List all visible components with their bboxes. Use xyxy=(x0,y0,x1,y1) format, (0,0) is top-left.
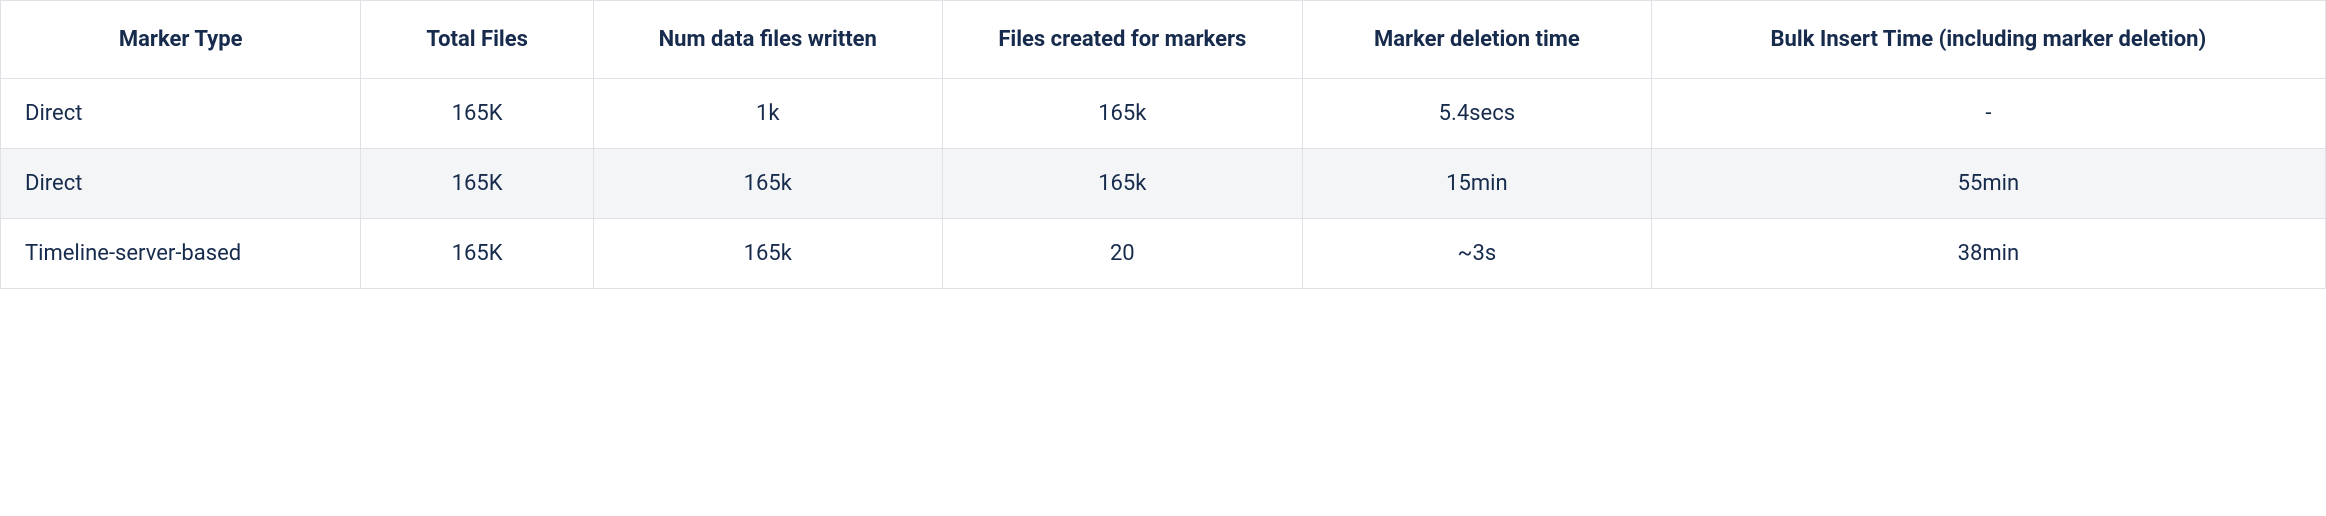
cell-num-data-files: 1k xyxy=(593,79,942,149)
cell-total-files: 165K xyxy=(361,219,594,289)
table-row: Direct 165K 165k 165k 15min 55min xyxy=(1,149,2326,219)
cell-bulk-insert-time: 55min xyxy=(1651,149,2325,219)
col-header-marker-type: Marker Type xyxy=(1,1,361,79)
col-header-bulk-insert-time: Bulk Insert Time (including marker delet… xyxy=(1651,1,2325,79)
table-header-row: Marker Type Total Files Num data files w… xyxy=(1,1,2326,79)
cell-files-created: 165k xyxy=(942,149,1302,219)
col-header-files-created: Files created for markers xyxy=(942,1,1302,79)
cell-total-files: 165K xyxy=(361,149,594,219)
table-row: Timeline-server-based 165K 165k 20 ~3s 3… xyxy=(1,219,2326,289)
cell-marker-type: Direct xyxy=(1,149,361,219)
cell-num-data-files: 165k xyxy=(593,149,942,219)
table-row: Direct 165K 1k 165k 5.4secs - xyxy=(1,79,2326,149)
cell-marker-type: Direct xyxy=(1,79,361,149)
cell-files-created: 20 xyxy=(942,219,1302,289)
table-body: Direct 165K 1k 165k 5.4secs - Direct 165… xyxy=(1,79,2326,289)
cell-bulk-insert-time: 38min xyxy=(1651,219,2325,289)
cell-marker-deletion-time: 15min xyxy=(1303,149,1652,219)
col-header-total-files: Total Files xyxy=(361,1,594,79)
cell-marker-type: Timeline-server-based xyxy=(1,219,361,289)
col-header-num-data-files: Num data files written xyxy=(593,1,942,79)
cell-files-created: 165k xyxy=(942,79,1302,149)
cell-bulk-insert-time: - xyxy=(1651,79,2325,149)
cell-marker-deletion-time: ~3s xyxy=(1303,219,1652,289)
cell-marker-deletion-time: 5.4secs xyxy=(1303,79,1652,149)
col-header-marker-deletion-time: Marker deletion time xyxy=(1303,1,1652,79)
cell-num-data-files: 165k xyxy=(593,219,942,289)
marker-comparison-table: Marker Type Total Files Num data files w… xyxy=(0,0,2326,289)
cell-total-files: 165K xyxy=(361,79,594,149)
table-header: Marker Type Total Files Num data files w… xyxy=(1,1,2326,79)
